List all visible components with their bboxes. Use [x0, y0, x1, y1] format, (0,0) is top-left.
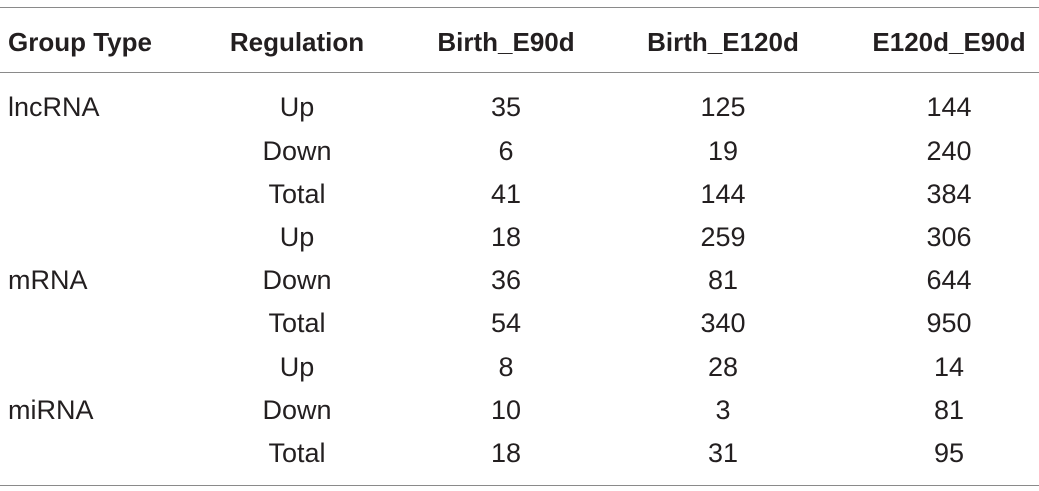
birth-e90d-cell: 18 [490, 438, 522, 468]
table-row: mRNA Down 36 81 644 [0, 264, 1039, 296]
birth-e120d-cell: 28 [707, 352, 739, 382]
regulation-cell: Up [279, 92, 315, 122]
table-row: Total 41 144 384 [0, 178, 1039, 210]
header-rule [0, 72, 1039, 73]
e120d-e90d-cell: 306 [926, 222, 972, 252]
regulation-cell: Up [279, 222, 315, 252]
table-row: Total 54 340 950 [0, 307, 1039, 339]
e120d-e90d-cell: 384 [926, 179, 972, 209]
birth-e120d-cell: 19 [707, 136, 739, 166]
birth-e90d-cell: 41 [490, 179, 522, 209]
regulation-cell: Total [268, 308, 326, 338]
table-row: Total 18 31 95 [0, 437, 1039, 469]
e120d-e90d-cell: 95 [933, 438, 965, 468]
group-cell: mRNA [8, 265, 88, 295]
birth-e90d-cell: 54 [490, 308, 522, 338]
e120d-e90d-cell: 81 [933, 395, 965, 425]
birth-e120d-cell: 125 [700, 92, 746, 122]
regulation-cell: Total [268, 438, 326, 468]
regulation-cell: Down [262, 265, 332, 295]
table-row: lncRNA Up 35 125 144 [0, 91, 1039, 123]
table-row: Down 6 19 240 [0, 135, 1039, 167]
header-birth-e120d: Birth_E120d [647, 27, 799, 57]
birth-e120d-cell: 340 [700, 308, 746, 338]
birth-e120d-cell: 144 [700, 179, 746, 209]
table-row: Up 8 28 14 [0, 351, 1039, 383]
birth-e90d-cell: 36 [490, 265, 522, 295]
regulation-cell: Total [268, 179, 326, 209]
table-row: miRNA Down 10 3 81 [0, 394, 1039, 426]
e120d-e90d-cell: 144 [926, 92, 972, 122]
table-bottom-rule [0, 485, 1039, 486]
birth-e120d-cell: 81 [707, 265, 739, 295]
header-e120d-e90d: E120d_E90d [872, 27, 1026, 57]
regulation-cell: Down [262, 136, 332, 166]
header-group-type: Group Type [8, 27, 152, 57]
group-cell: miRNA [8, 395, 94, 425]
group-cell: lncRNA [8, 92, 100, 122]
header-regulation: Regulation [229, 27, 365, 57]
regulation-cell: Up [279, 352, 315, 382]
e120d-e90d-cell: 14 [933, 352, 965, 382]
birth-e120d-cell: 259 [700, 222, 746, 252]
table-top-rule [0, 7, 1039, 8]
birth-e90d-cell: 35 [490, 92, 522, 122]
birth-e90d-cell: 18 [490, 222, 522, 252]
e120d-e90d-cell: 950 [926, 308, 972, 338]
e120d-e90d-cell: 644 [926, 265, 972, 295]
birth-e90d-cell: 8 [498, 352, 514, 382]
birth-e90d-cell: 10 [490, 395, 522, 425]
regulation-cell: Down [262, 395, 332, 425]
header-birth-e90d: Birth_E90d [437, 27, 575, 57]
birth-e120d-cell: 3 [715, 395, 731, 425]
e120d-e90d-cell: 240 [926, 136, 972, 166]
birth-e120d-cell: 31 [707, 438, 739, 468]
birth-e90d-cell: 6 [498, 136, 514, 166]
table-row: Up 18 259 306 [0, 221, 1039, 253]
